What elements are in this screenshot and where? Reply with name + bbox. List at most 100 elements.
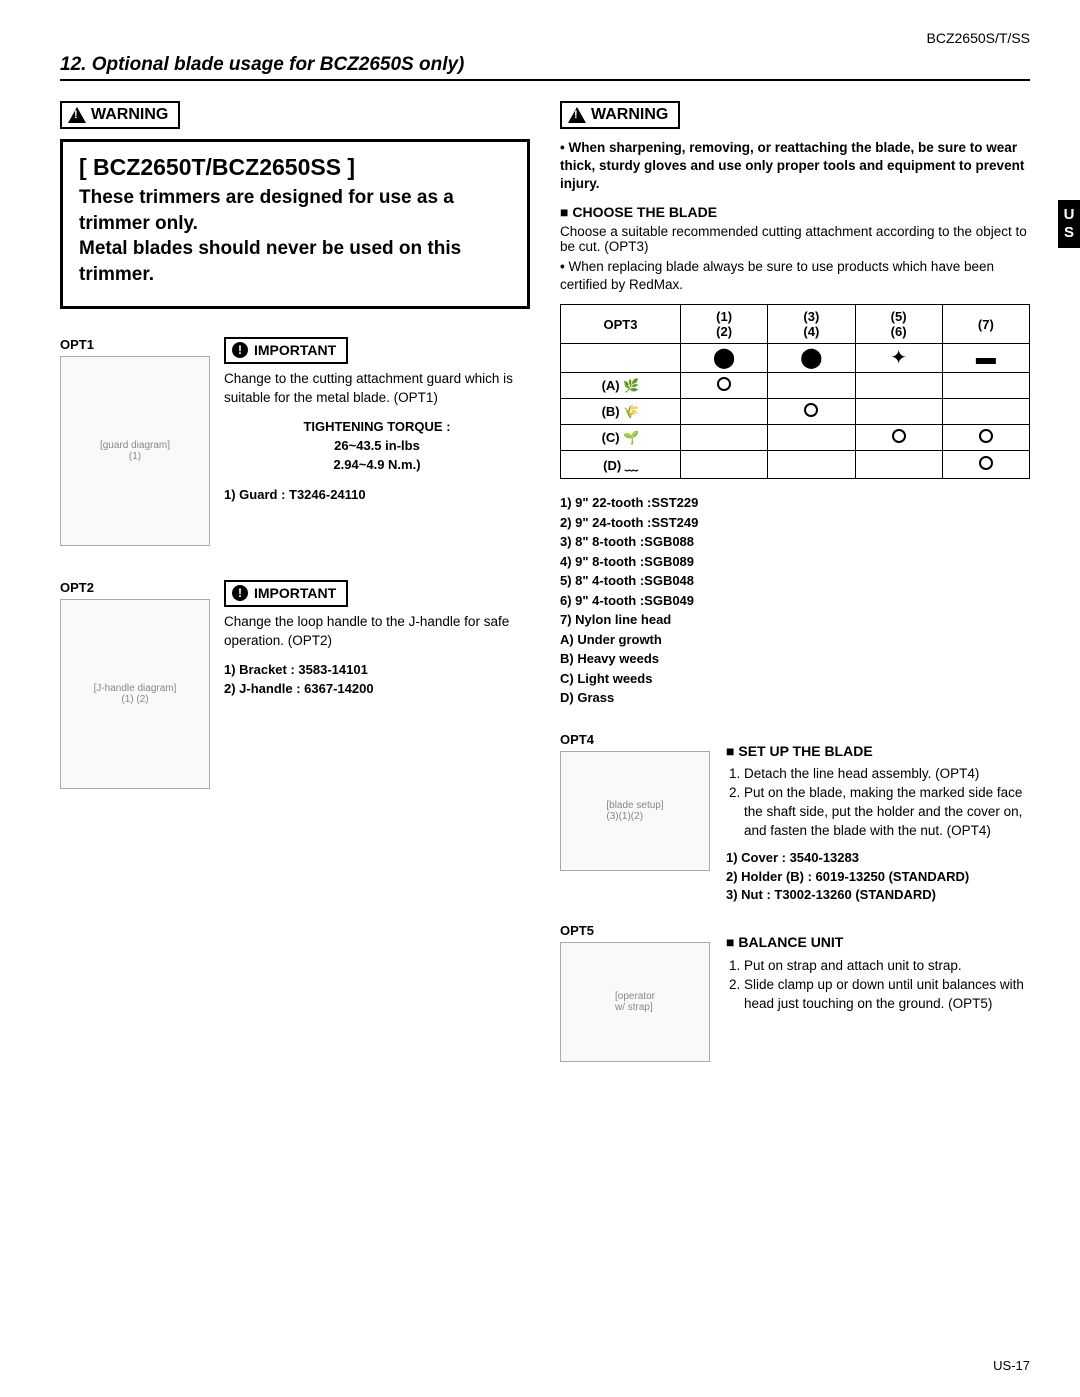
balance-head: BALANCE UNIT (726, 933, 1030, 953)
warning-label-left: WARNING (60, 101, 180, 129)
opt5-text: BALANCE UNIT Put on strap and attach uni… (726, 923, 1030, 1062)
col-12: (1)(2) (681, 305, 768, 344)
warning-label-right: WARNING (560, 101, 680, 129)
setup-steps: Detach the line head assembly. (OPT4) Pu… (726, 765, 1030, 841)
table-corner: OPT3 (561, 305, 681, 344)
opt2-desc: Change the loop handle to the J-handle f… (224, 613, 530, 651)
icon-row (561, 344, 681, 373)
opt1-desc: Change to the cutting attachment guard w… (224, 370, 530, 408)
opt5-label: OPT5 (560, 923, 710, 938)
warning-text: WARNING (91, 106, 168, 124)
torque-l1: 26~43.5 in-lbs (224, 437, 530, 456)
warn-box-title: [ BCZ2650T/BCZ2650SS ] (79, 154, 511, 181)
row-d: (D) ﹏ (561, 451, 681, 479)
balance-step-1: Put on strap and attach unit to strap. (744, 957, 1030, 976)
opt2-part1: 1) Bracket : 3583-14101 (224, 661, 530, 680)
choose-bullets: When replacing blade always be sure to u… (560, 258, 1030, 294)
opt2-figure-col: OPT2 [J-handle diagram](1) (2) (60, 580, 210, 789)
important-text: IMPORTANT (254, 341, 336, 361)
opt2-row: OPT2 [J-handle diagram](1) (2) ! IMPORTA… (60, 580, 530, 789)
torque-spec: TIGHTENING TORQUE : 26~43.5 in-lbs 2.94~… (224, 418, 530, 475)
row-c: (C) 🌱 (561, 425, 681, 451)
row-b: (B) 🌾 (561, 399, 681, 425)
warn-box-line2: Metal blades should never be used on thi… (79, 236, 511, 287)
opt4-row: OPT4 [blade setup](3)(1)(2) SET UP THE B… (560, 732, 1030, 906)
blade-legend: 1) 9" 22-tooth :SST229 2) 9" 24-tooth :S… (560, 493, 1030, 708)
opt1-row: OPT1 [guard diagram](1) ! IMPORTANT Chan… (60, 337, 530, 546)
legend-2: 2) 9" 24-tooth :SST249 (560, 513, 1030, 533)
cell (768, 373, 855, 399)
opt2-text: ! IMPORTANT Change the loop handle to th… (224, 580, 530, 789)
cell (768, 399, 855, 425)
setup-step-1: Detach the line head assembly. (OPT4) (744, 765, 1030, 784)
table-row: (B) 🌾 (561, 399, 1030, 425)
left-column: WARNING [ BCZ2650T/BCZ2650SS ] These tri… (60, 101, 530, 1080)
legend-b: B) Heavy weeds (560, 649, 1030, 669)
cell (855, 451, 942, 479)
choose-head: CHOOSE THE BLADE (560, 204, 1030, 220)
opt5-row: OPT5 [operatorw/ strap] BALANCE UNIT Put… (560, 923, 1030, 1062)
warning-text: WARNING (591, 106, 668, 124)
col-34: (3)(4) (768, 305, 855, 344)
main-columns: WARNING [ BCZ2650T/BCZ2650SS ] These tri… (60, 101, 1030, 1080)
opt1-part: 1) Guard : T3246-24110 (224, 486, 530, 505)
page-footer: US-17 (993, 1358, 1030, 1373)
cell (855, 399, 942, 425)
opt4-text: SET UP THE BLADE Detach the line head as… (726, 732, 1030, 906)
opt2-part2: 2) J-handle : 6367-14200 (224, 680, 530, 699)
cell (768, 451, 855, 479)
row-a: (A) 🌿 (561, 373, 681, 399)
cell (681, 399, 768, 425)
col-56: (5)(6) (855, 305, 942, 344)
cell (681, 451, 768, 479)
cell (942, 425, 1029, 451)
table-row: OPT3 (1)(2) (3)(4) (5)(6) (7) (561, 305, 1030, 344)
choose-bullet-1: When replacing blade always be sure to u… (560, 258, 1030, 294)
cell (942, 451, 1029, 479)
main-warning-box: [ BCZ2650T/BCZ2650SS ] These trimmers ar… (60, 139, 530, 309)
setup-p2: 2) Holder (B) : 6019-13250 (STANDARD) (726, 868, 1030, 887)
col-7: (7) (942, 305, 1029, 344)
legend-a: A) Under growth (560, 630, 1030, 650)
header-model: BCZ2650S/T/SS (60, 30, 1030, 46)
cell (681, 373, 768, 399)
warn-bullet-1: When sharpening, removing, or reattachin… (560, 139, 1030, 194)
cell (942, 373, 1029, 399)
opt1-text: ! IMPORTANT Change to the cutting attach… (224, 337, 530, 546)
table-row: (A) 🌿 (561, 373, 1030, 399)
opt2-label: OPT2 (60, 580, 210, 595)
opt4-figure: [blade setup](3)(1)(2) (560, 751, 710, 871)
legend-3: 3) 8" 8-tooth :SGB088 (560, 532, 1030, 552)
opt1-figure-col: OPT1 [guard diagram](1) (60, 337, 210, 546)
table-row: (D) ﹏ (561, 451, 1030, 479)
opt4-figure-col: OPT4 [blade setup](3)(1)(2) (560, 732, 710, 906)
blade-icon-2: ⬤ (768, 344, 855, 373)
legend-5: 5) 8" 4-tooth :SGB048 (560, 571, 1030, 591)
right-column: WARNING When sharpening, removing, or re… (560, 101, 1030, 1080)
blade-icon-4: ▬ (942, 344, 1029, 373)
blade-icon-3: ✦ (855, 344, 942, 373)
legend-6: 6) 9" 4-tooth :SGB049 (560, 591, 1030, 611)
torque-l2: 2.94~4.9 N.m.) (224, 456, 530, 475)
legend-c: C) Light weeds (560, 669, 1030, 689)
section-title: 12. Optional blade usage for BCZ2650S on… (60, 54, 1030, 81)
blade-icon-1: ⬤ (681, 344, 768, 373)
opt1-figure: [guard diagram](1) (60, 356, 210, 546)
warn-bullets: When sharpening, removing, or reattachin… (560, 139, 1030, 194)
warning-triangle-icon (568, 107, 586, 123)
cell (942, 399, 1029, 425)
setup-step-2: Put on the blade, making the marked side… (744, 784, 1030, 841)
table-row: ⬤ ⬤ ✦ ▬ (561, 344, 1030, 373)
opt5-figure: [operatorw/ strap] (560, 942, 710, 1062)
setup-p3: 3) Nut : T3002-13260 (STANDARD) (726, 886, 1030, 905)
opt4-label: OPT4 (560, 732, 710, 747)
legend-d: D) Grass (560, 688, 1030, 708)
balance-steps: Put on strap and attach unit to strap. S… (726, 957, 1030, 1014)
important-icon: ! (232, 585, 248, 601)
opt2-figure: [J-handle diagram](1) (2) (60, 599, 210, 789)
cell (768, 425, 855, 451)
setup-p1: 1) Cover : 3540-13283 (726, 849, 1030, 868)
legend-1: 1) 9" 22-tooth :SST229 (560, 493, 1030, 513)
setup-head: SET UP THE BLADE (726, 742, 1030, 762)
choose-text: Choose a suitable recommended cutting at… (560, 224, 1030, 254)
